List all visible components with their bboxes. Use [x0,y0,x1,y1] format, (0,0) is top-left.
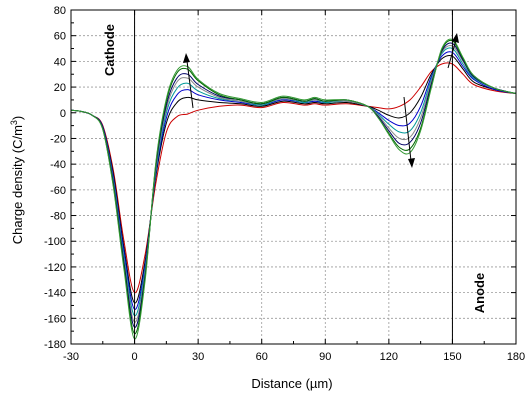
series-line-6 [70,42,517,328]
y-tick-label: -180 [44,339,66,351]
x-tick-label: -30 [63,351,79,363]
tick-labels: -30 0 30 60 90 120 150 180 80 60 40 20 0 -20 -40 -60 -80… [44,5,525,363]
x-tick-label: 120 [380,351,398,363]
y-tick-label: -100 [44,236,66,248]
x-tick-label: 0 [132,351,138,363]
trend-arrow-down [403,96,415,168]
grid-lines [71,10,516,344]
trend-arrow-anode [447,33,459,69]
x-tick-label: 150 [443,351,461,363]
series-line-8 [70,38,517,340]
x-tick-label: 30 [192,351,204,363]
series-line-2 [70,54,517,304]
x-axis-title: Distance (µm) [251,376,332,391]
y-tick-label: -160 [44,313,66,325]
series-lines [70,38,517,340]
y-tick-label: 40 [54,56,66,68]
series-line-5 [70,45,517,323]
y-tick-label: 0 [60,108,66,120]
axes [70,9,517,345]
plot-frame [70,9,517,345]
trend-arrow-up [183,53,194,109]
anode-label: Anode [472,273,487,313]
y-tick-label: 80 [54,5,66,17]
y-tick-label: -60 [50,185,66,197]
x-tick-label: 90 [319,351,331,363]
y-axis-title-sup: 3 [9,120,19,125]
series-line-4 [70,47,517,317]
y-tick-label: -40 [50,159,66,171]
marker-lines [134,10,453,344]
y-tick-label: 60 [54,31,66,43]
y-tick-label: -140 [44,288,66,300]
y-axis-title-close: ) [10,116,25,120]
y-tick-label: -20 [50,133,66,145]
cathode-label: Cathode [102,24,117,76]
y-axis-title: Charge density (C/m3) [9,116,25,245]
y-tick-label: 20 [54,82,66,94]
y-axis-title-main: Charge density (C/m [10,125,25,244]
x-tick-label: 180 [507,351,525,363]
x-tick-label: 60 [256,351,268,363]
y-tick-label: -120 [44,262,66,274]
y-tick-label: -80 [50,211,66,223]
series-line-3 [70,51,517,310]
